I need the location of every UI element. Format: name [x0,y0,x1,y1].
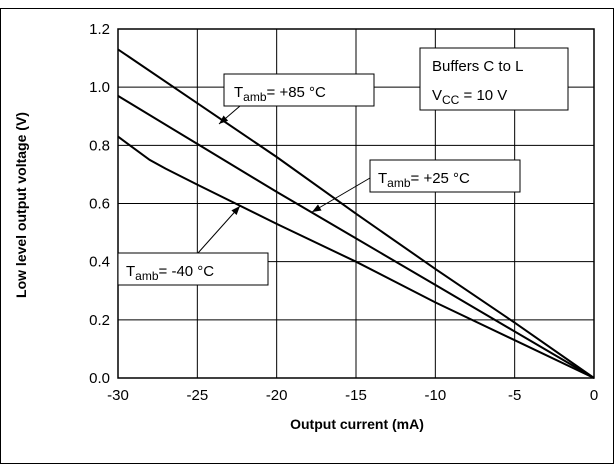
y-tick-label: 0.0 [89,370,110,387]
x-tick-label: -15 [345,387,367,404]
ann-main: T [126,263,135,280]
x-tick-label: -5 [508,387,521,404]
annotation-label: Tamb= +85 °C [234,84,326,104]
annotation-box [117,252,269,286]
info-box: Buffers C to L VCC = 10 V [419,47,569,111]
series-lines [117,48,595,379]
info-box-line1: Buffers C to L [432,58,523,75]
ann-main: T [378,170,387,187]
annotation-label: Tamb= +25 °C [378,170,470,190]
vcc-main: V [432,87,442,104]
tick-labels: -30 -25 -20 -15 -10 -5 0 0.0 0.2 0.4 0.6 0.8 1.0 1.2 [89,21,598,404]
y-axis-label: Low level output voltage (V) [13,112,29,298]
ann-rest: = +25 °C [411,170,471,187]
ann-sub: amb [135,269,159,283]
series-line-2 [117,135,595,379]
x-axis-label: Output current (mA) [290,416,424,432]
x-tick-label: -25 [186,387,208,404]
leader-line [197,205,241,254]
annotation-box [223,73,375,107]
vcc-sub: CC [442,93,460,107]
arrowhead [231,206,240,216]
outer-frame [0,8,614,464]
y-tick-label: 1.0 [89,79,110,96]
x-tick-label: -20 [266,387,288,404]
arrowhead [312,204,322,212]
series-line-1 [117,95,595,379]
x-tick-label: 0 [590,387,598,404]
annotation-2: Tamb= -40 °C [117,205,269,286]
annotation-0: Tamb= +85 °C [218,73,375,125]
plot-area [117,28,595,379]
ann-rest: = -40 °C [159,263,215,280]
info-box-line2: VCC = 10 V [432,87,507,107]
leader-line [311,177,371,213]
annotation-label: Tamb= -40 °C [126,263,214,283]
ann-sub: amb [243,90,267,104]
y-tick-label: 0.8 [89,137,110,154]
ann-sub: amb [387,176,411,190]
y-tick-label: 0.2 [89,312,110,329]
y-tick-label: 0.4 [89,254,110,271]
vcc-rest: = 10 V [459,87,507,104]
y-tick-label: 1.2 [89,21,110,38]
arrowhead [219,115,229,124]
annotation-box [369,159,521,193]
ann-rest: = +85 °C [267,84,327,101]
x-tick-label: -10 [424,387,446,404]
info-box-frame [419,47,569,111]
y-tick-label: 0.6 [89,196,110,213]
ann-main: T [234,84,243,101]
x-tick-label: -30 [107,387,129,404]
annotation-1: Tamb= +25 °C [311,159,521,213]
series-line-0 [117,48,595,379]
